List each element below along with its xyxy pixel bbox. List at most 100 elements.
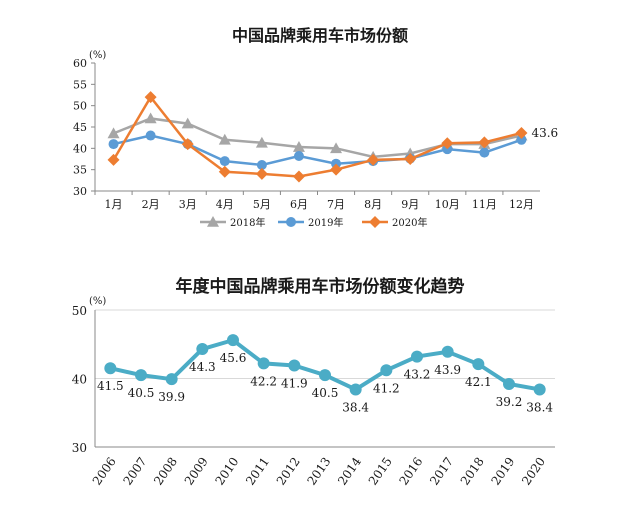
data-point-2019年 [479, 147, 490, 158]
annual-chart-title: 年度中国品牌乘用车市场份额变化趋势 [175, 277, 465, 297]
x-tick-label: 1月 [105, 198, 123, 211]
x-tick-label: 2013 [304, 455, 333, 488]
data-point-2020年 [515, 126, 528, 139]
x-tick-label: 11月 [472, 198, 497, 211]
x-tick-label: 2006 [90, 455, 119, 488]
data-point-2019年 [256, 159, 267, 170]
x-tick-label: 4月 [216, 198, 234, 211]
data-point-2018年 [255, 136, 268, 148]
data-label: 43.2 [404, 368, 431, 382]
annual-data-point [503, 377, 515, 390]
end-value-label: 43.6 [531, 126, 558, 140]
x-tick-label: 2020 [519, 455, 548, 488]
y-tick-label: 40 [73, 142, 87, 155]
data-point-2020年 [144, 91, 157, 104]
monthly-chart-title: 中国品牌乘用车市场份额 [231, 26, 408, 45]
data-point-2018年 [330, 142, 343, 154]
legend-marker-2020年 [369, 216, 381, 228]
series-line-2020年 [112, 94, 522, 178]
annual-data-point [257, 357, 270, 370]
x-tick-label: 2010 [212, 455, 241, 488]
x-tick-label: 3月 [179, 198, 197, 211]
y-tick-label: 35 [73, 164, 87, 177]
legend-label-2020年: 2020年 [392, 216, 427, 229]
data-point-2019年 [219, 156, 230, 167]
x-tick-label: 2007 [120, 455, 149, 488]
legend-marker-2019年 [286, 217, 296, 227]
data-point-2020年 [367, 153, 380, 166]
x-tick-label: 10月 [435, 198, 460, 211]
y-tick-label: 50 [73, 100, 87, 113]
data-point-2020年 [292, 170, 305, 183]
data-label: 40.5 [128, 386, 155, 400]
data-label: 38.4 [342, 400, 369, 414]
annual-data-point [533, 383, 546, 396]
x-tick-label: 2016 [396, 455, 425, 488]
data-point-2020年 [255, 167, 268, 180]
data-label: 42.1 [465, 375, 492, 389]
data-point-2018年 [107, 127, 120, 139]
annual-data-point [349, 383, 362, 396]
data-point-2019年 [145, 130, 156, 141]
y-tick-label: 60 [73, 57, 87, 70]
y-unit-label: (%) [89, 50, 106, 61]
data-point-2019年 [293, 151, 304, 162]
annual-data-point [411, 350, 423, 363]
data-point-2020年 [107, 153, 120, 166]
annual-data-point [196, 343, 209, 356]
data-point-2020年 [441, 137, 454, 150]
data-label: 42.2 [250, 374, 277, 388]
x-tick-label: 8月 [364, 198, 382, 211]
annual-data-point [472, 358, 485, 371]
data-label: 44.3 [189, 360, 216, 374]
y-tick-label: 50 [72, 304, 87, 318]
data-label: 40.5 [312, 386, 339, 400]
data-point-2020年 [404, 153, 417, 165]
data-label: 41.2 [373, 381, 400, 395]
x-tick-label: 2008 [151, 455, 180, 488]
annual-data-point [135, 369, 147, 382]
x-tick-label: 2014 [335, 454, 364, 487]
data-label: 41.9 [281, 376, 308, 390]
x-tick-label: 5月 [253, 198, 271, 211]
x-tick-label: 7月 [327, 198, 345, 211]
x-tick-label: 2019 [488, 455, 517, 488]
x-tick-label: 2018 [458, 455, 487, 488]
legend-label-2018年: 2018年 [230, 216, 265, 229]
annual-data-point [165, 373, 178, 386]
data-point-2020年 [218, 165, 231, 178]
data-point-2018年 [292, 141, 305, 152]
x-tick-label: 2017 [427, 455, 456, 488]
y-tick-label: 30 [73, 185, 87, 198]
x-tick-label: 12月 [509, 198, 534, 211]
x-tick-label: 2月 [142, 198, 160, 211]
data-point-2018年 [181, 117, 194, 129]
y-tick-label: 40 [72, 373, 87, 387]
y-tick-label: 55 [73, 78, 87, 91]
series-line-2019年 [113, 134, 522, 167]
data-point-2018年 [218, 133, 231, 145]
x-tick-label: 2012 [274, 455, 303, 488]
data-point-2019年 [108, 139, 119, 150]
data-label: 38.4 [526, 400, 553, 414]
data-point-2020年 [181, 138, 194, 151]
annual-data-point [319, 369, 331, 382]
data-label: 43.9 [434, 363, 461, 377]
x-tick-label: 2015 [366, 455, 395, 488]
x-tick-label: 2009 [182, 455, 211, 488]
annual-data-point [227, 334, 239, 347]
annual-data-point [441, 345, 454, 358]
legend-label-2019年: 2019年 [308, 216, 343, 229]
data-label: 39.2 [496, 395, 523, 409]
annual-data-point [104, 362, 117, 375]
x-tick-label: 2011 [243, 455, 272, 488]
data-point-2020年 [330, 163, 343, 176]
y-tick-label: 30 [72, 441, 87, 455]
y-tick-label: 45 [73, 121, 87, 134]
data-point-2018年 [144, 112, 157, 124]
monthly-chart-panel: 中国品牌乘用车市场份额 (%) 60 55 50 45 40 35 30 1月 2月 3月 4月 5月 6… [0, 0, 640, 250]
data-point-2019年 [516, 134, 527, 145]
data-point-2020年 [478, 136, 491, 149]
legend-marker-2018年 [207, 216, 219, 227]
